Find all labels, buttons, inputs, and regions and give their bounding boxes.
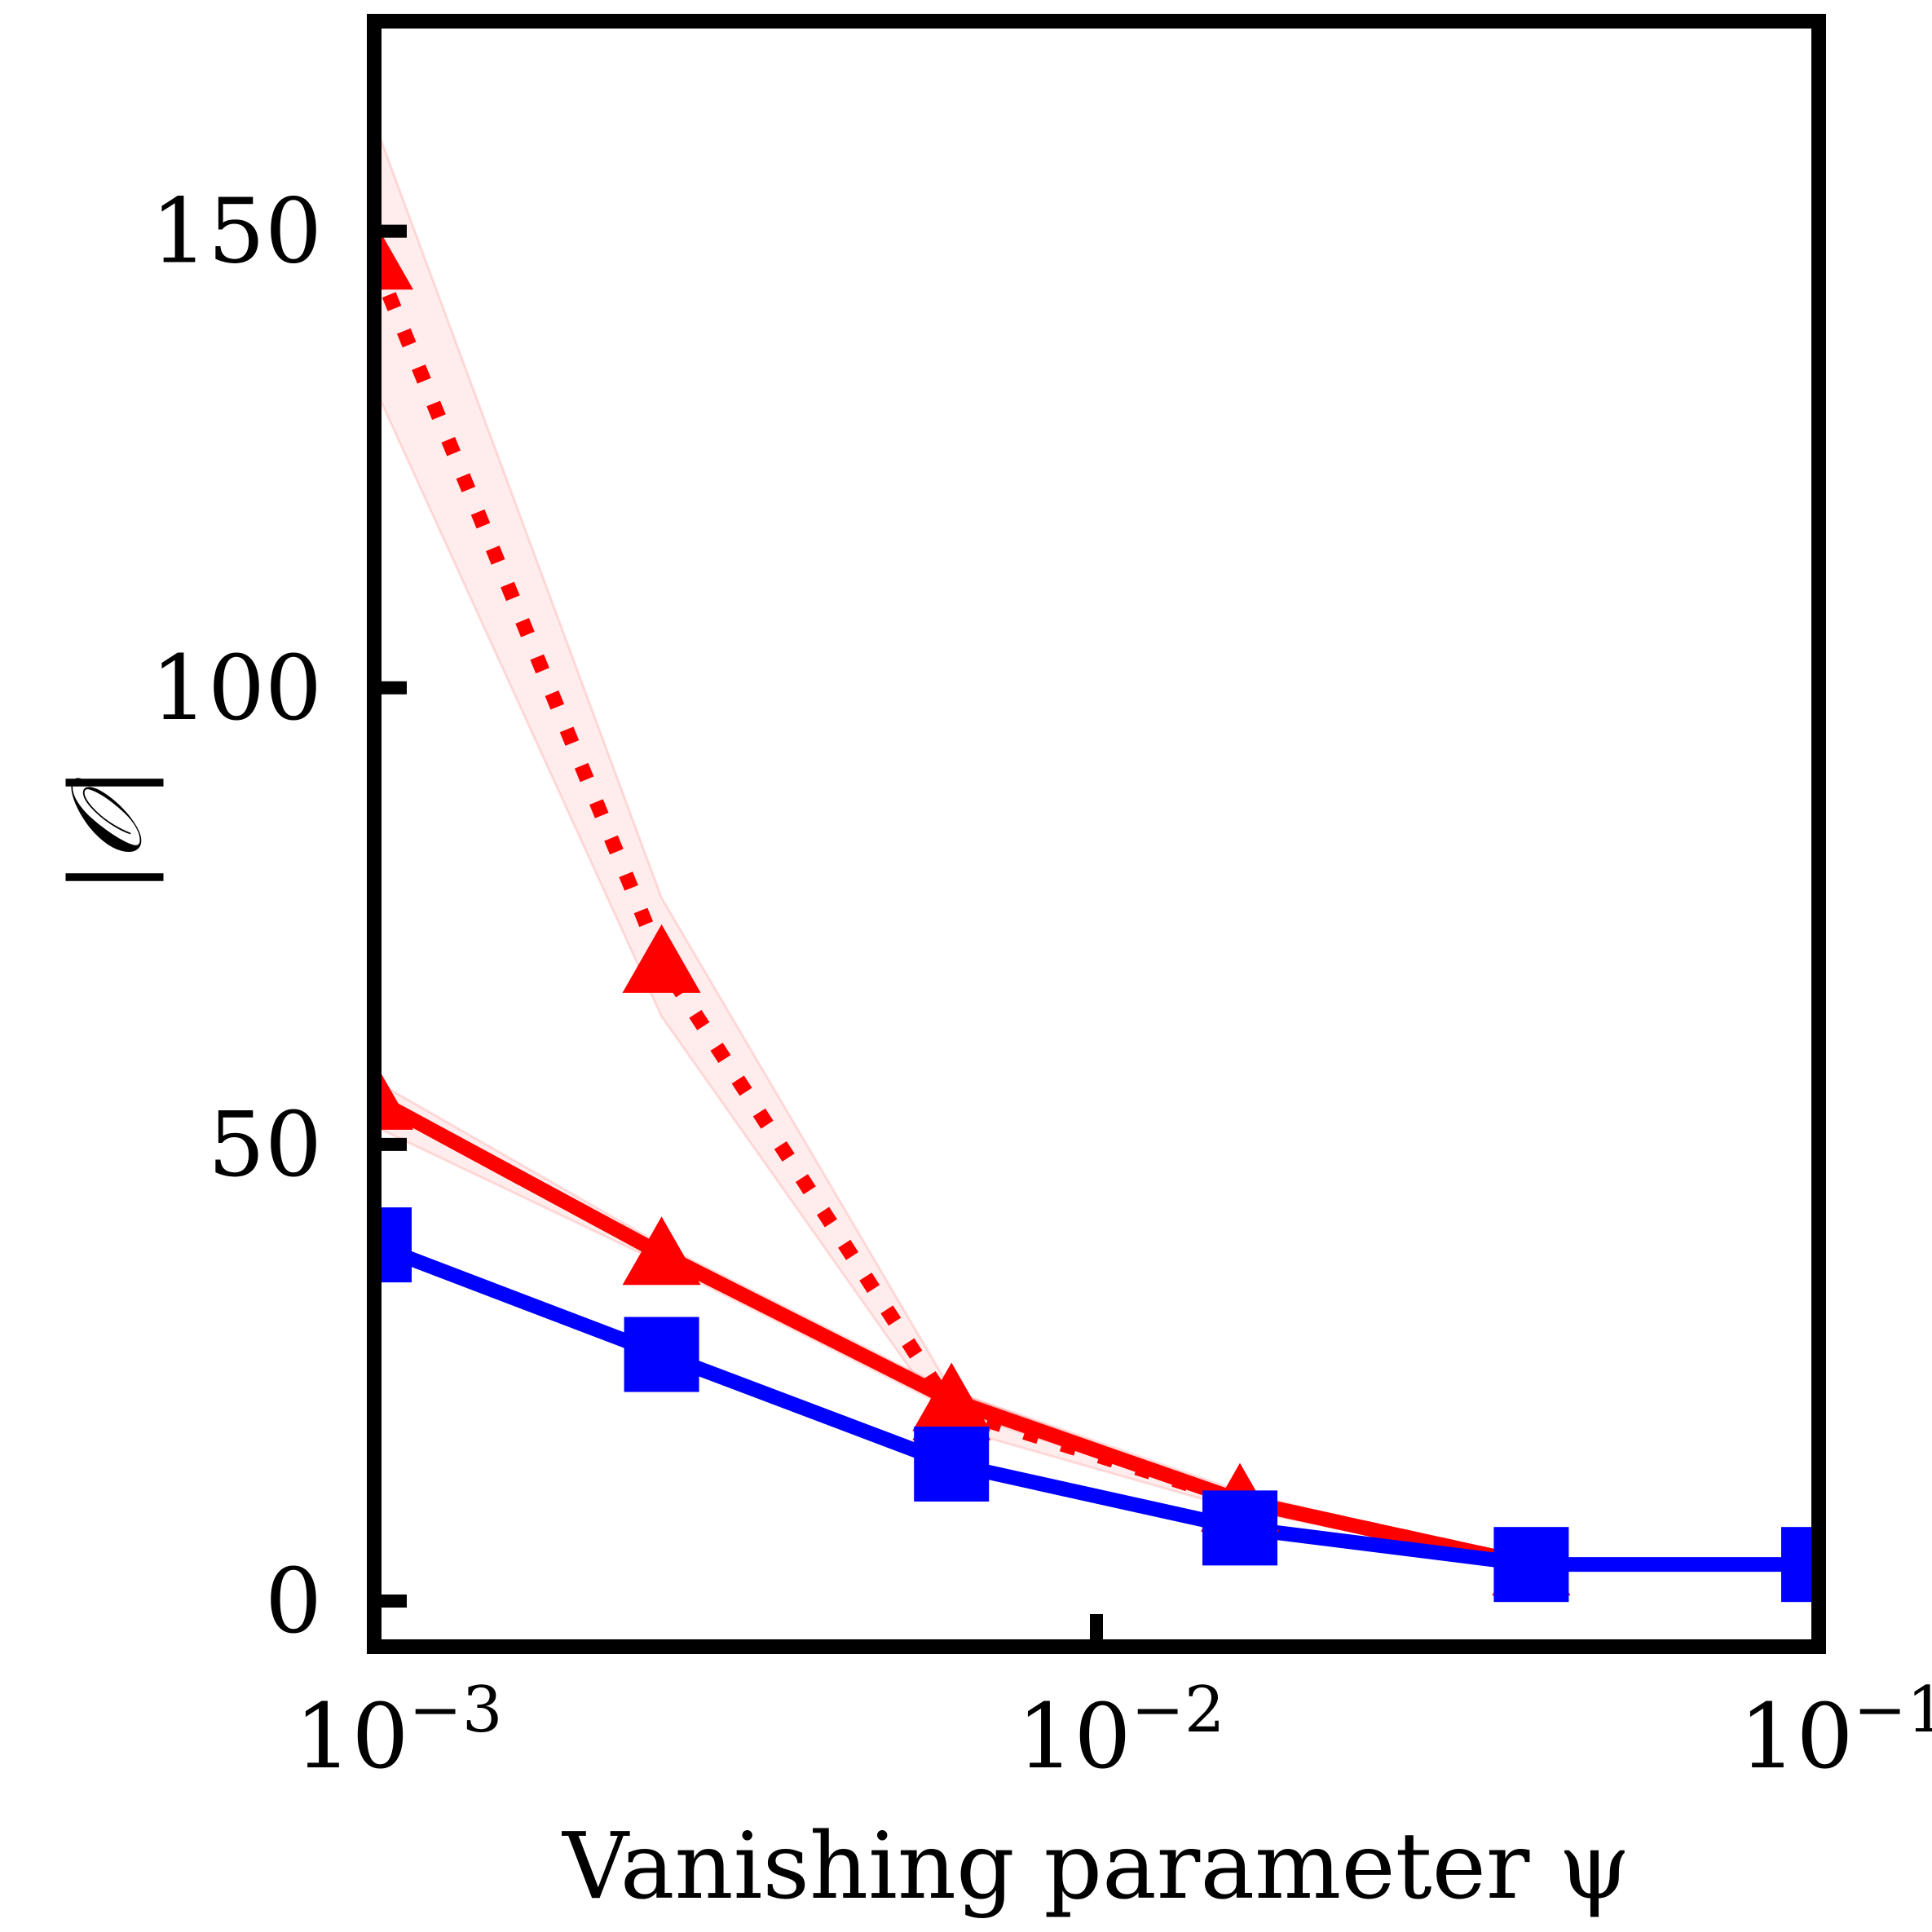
x-tick-labels: 10−3 10−2 10−1 [295, 1674, 1932, 1789]
series-markers [374, 221, 1819, 1603]
y-tick-label: 100 [151, 636, 322, 740]
series-2-point [624, 1317, 699, 1392]
y-tick-labels: 0 50 100 150 [151, 179, 322, 1653]
series-2-point [1493, 1527, 1569, 1603]
x-axis-label: Vanishing parameter ψ [561, 1814, 1630, 1920]
x-tick-label: 10−1 [1740, 1674, 1932, 1789]
y-tick-label: 150 [151, 179, 322, 284]
y-tick-label: 50 [208, 1092, 322, 1197]
series-1-point [912, 1362, 991, 1431]
plot-area [374, 121, 1819, 1603]
series-1-point [622, 1216, 701, 1286]
x-tick-label: 10−3 [295, 1674, 503, 1789]
plot-frame [367, 14, 1826, 1654]
series-2-point [914, 1426, 990, 1502]
y-axis-label: |𝒪| [51, 766, 164, 893]
series-0-point [622, 924, 701, 993]
series-1-point [374, 1061, 413, 1130]
series-2-point [1202, 1490, 1278, 1566]
y-tick-label: 0 [265, 1549, 322, 1653]
series-2-line [374, 1237, 1819, 1573]
x-tick-label: 10−2 [1017, 1674, 1225, 1789]
series-0-point [374, 221, 413, 290]
